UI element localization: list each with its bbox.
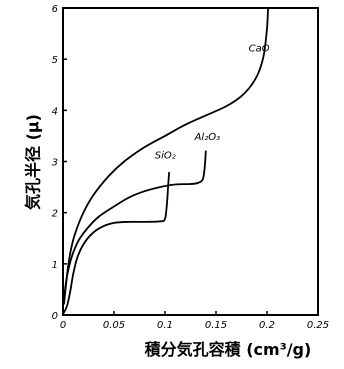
y-tick-label: 0 bbox=[52, 311, 58, 322]
series-label-cao: CaO bbox=[249, 43, 270, 54]
y-tick-label: 5 bbox=[52, 55, 58, 66]
series-line-sio bbox=[63, 171, 170, 314]
x-tick-label: 0.05 bbox=[103, 320, 125, 331]
series-line-cao bbox=[63, 8, 269, 305]
axes: 0 0.05 0.1 0.15 0.2 0.25 0 1 2 3 4 5 6 bbox=[52, 4, 330, 331]
x-tick-label: 0.2 bbox=[259, 320, 275, 331]
series-lines bbox=[63, 8, 269, 314]
y-tick-label: 1 bbox=[52, 260, 58, 271]
series-line-alo bbox=[63, 150, 207, 301]
series-labels: CaO Al₂O₃ SiO₂ bbox=[155, 43, 270, 161]
x-tick-label: 0.15 bbox=[205, 320, 227, 331]
series-label-alo: Al₂O₃ bbox=[194, 132, 221, 143]
y-tick-label: 3 bbox=[52, 158, 58, 169]
y-tick-label: 4 bbox=[52, 106, 58, 117]
plot-frame bbox=[62, 7, 319, 316]
x-axis-title: 積分気孔容積 (cm³/g) bbox=[144, 340, 312, 359]
y-tick-label: 6 bbox=[52, 4, 58, 15]
x-tick-label: 0 bbox=[60, 320, 66, 331]
series-label-sio: SiO₂ bbox=[155, 150, 176, 161]
x-tick-label: 0.25 bbox=[307, 320, 329, 331]
y-axis-title: 気孔半径 (μ) bbox=[24, 114, 43, 210]
x-tick-label: 0.1 bbox=[157, 320, 173, 331]
y-tick-label: 2 bbox=[52, 209, 58, 220]
